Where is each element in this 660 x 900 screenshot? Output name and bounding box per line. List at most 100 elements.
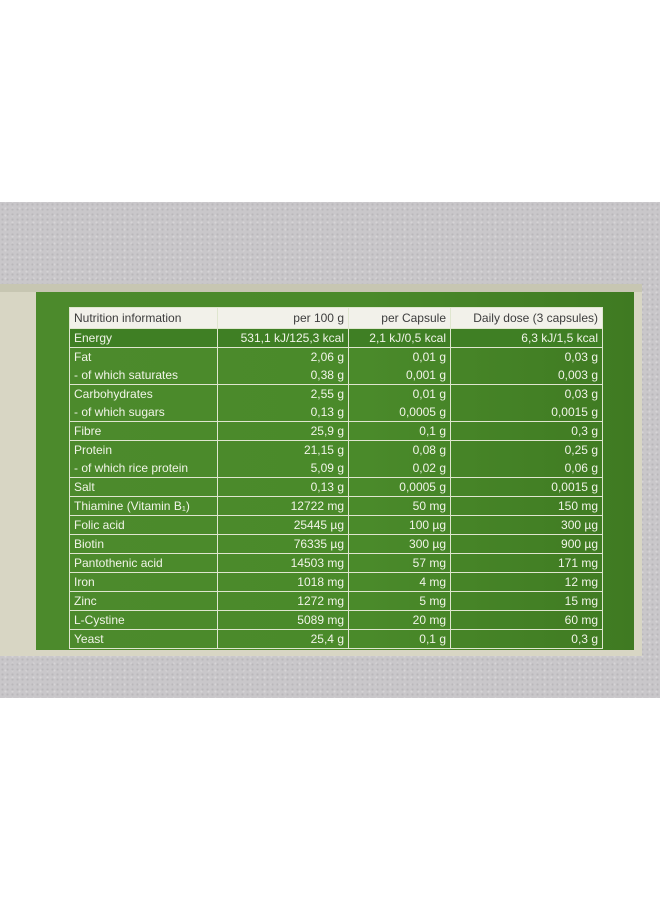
value-daily-dose-line: 0,003 g <box>557 368 598 382</box>
value-daily-dose-line: 0,06 g <box>564 461 598 475</box>
value-per-capsule: 2,1 kJ/0,5 kcal <box>348 328 451 348</box>
value-per-capsule: 50 mg <box>348 496 451 516</box>
value-per-100g: 0,13 g <box>217 477 349 497</box>
value-daily-dose-line: 0,25 g <box>564 443 598 457</box>
nutrition-table: Nutrition information per 100 g per Caps… <box>69 307 603 649</box>
table-row: Thiamine (Vitamin B₁) 12722 mg 50 mg 150 mg <box>69 496 603 516</box>
value-daily-dose-line: 15 mg <box>564 594 598 608</box>
value-daily-dose-line: 900 µg <box>561 537 598 551</box>
value-per-capsule: 57 mg <box>348 553 451 573</box>
value-daily-dose-line: 0,3 g <box>571 424 598 438</box>
value-daily-dose: 12 mg <box>450 572 603 592</box>
row-label: Thiamine (Vitamin B₁) <box>69 496 218 516</box>
value-daily-dose: 150 mg <box>450 496 603 516</box>
row-label: Energy <box>69 328 218 348</box>
value-per-100g: 2,55 g 0,13 g <box>217 384 349 422</box>
value-daily-dose: 900 µg <box>450 534 603 554</box>
row-label: Fat - of which saturates <box>69 347 218 385</box>
value-daily-dose: 0,03 g 0,003 g <box>450 347 603 385</box>
value-per-capsule-line: 57 mg <box>412 556 446 570</box>
table-row: L-Cystine 5089 mg 20 mg 60 mg <box>69 610 603 630</box>
value-per-capsule: 0,01 g 0,001 g <box>348 347 451 385</box>
value-per-100g-line: 5089 mg <box>297 613 344 627</box>
value-per-100g-line: 25,4 g <box>310 632 344 646</box>
row-label-line: - of which sugars <box>74 405 165 419</box>
value-per-100g-line: 14503 mg <box>290 556 344 570</box>
row-label: Pantothenic acid <box>69 553 218 573</box>
header-per-100g: per 100 g <box>217 307 349 329</box>
row-label-line: Fibre <box>74 424 102 438</box>
row-label: Biotin <box>69 534 218 554</box>
row-label-line: Thiamine (Vitamin B₁) <box>74 499 190 513</box>
table-row: Folic acid 25445 µg 100 µg 300 µg <box>69 515 603 535</box>
value-daily-dose-line: 0,03 g <box>564 350 598 364</box>
value-per-100g-line: 12722 mg <box>290 499 344 513</box>
value-per-100g-line: 0,13 g <box>310 405 344 419</box>
row-label-line: - of which saturates <box>74 368 179 382</box>
value-per-100g: 12722 mg <box>217 496 349 516</box>
value-daily-dose-line: 0,03 g <box>564 387 598 401</box>
value-per-capsule: 300 µg <box>348 534 451 554</box>
value-daily-dose-line: 12 mg <box>564 575 598 589</box>
row-label: L-Cystine <box>69 610 218 630</box>
value-daily-dose-line: 6,3 kJ/1,5 kcal <box>521 331 598 345</box>
value-per-capsule: 20 mg <box>348 610 451 630</box>
row-label: Zinc <box>69 591 218 611</box>
table-row: Salt 0,13 g 0,0005 g 0,0015 g <box>69 477 603 497</box>
value-per-capsule-line: 0,0005 g <box>399 405 446 419</box>
value-per-100g-line: 0,13 g <box>310 480 344 494</box>
value-per-capsule-line: 2,1 kJ/0,5 kcal <box>369 331 446 345</box>
value-per-100g-line: 5,09 g <box>310 461 344 475</box>
row-label: Carbohydrates - of which sugars <box>69 384 218 422</box>
value-per-capsule-line: 0,0005 g <box>399 480 446 494</box>
value-daily-dose: 0,25 g 0,06 g <box>450 440 603 478</box>
value-per-capsule-line: 0,1 g <box>419 424 446 438</box>
row-label-line: Salt <box>74 480 95 494</box>
table-row: Biotin 76335 µg 300 µg 900 µg <box>69 534 603 554</box>
value-daily-dose: 60 mg <box>450 610 603 630</box>
value-per-100g: 1272 mg <box>217 591 349 611</box>
value-per-capsule-line: 5 mg <box>419 594 446 608</box>
value-per-capsule: 0,0005 g <box>348 477 451 497</box>
value-per-capsule-line: 4 mg <box>419 575 446 589</box>
row-label: Iron <box>69 572 218 592</box>
table-row: Fibre 25,9 g 0,1 g 0,3 g <box>69 421 603 441</box>
row-label-line: Zinc <box>74 594 97 608</box>
value-per-capsule: 0,08 g 0,02 g <box>348 440 451 478</box>
value-daily-dose: 6,3 kJ/1,5 kcal <box>450 328 603 348</box>
value-per-100g: 25,4 g <box>217 629 349 649</box>
value-daily-dose: 0,3 g <box>450 421 603 441</box>
value-per-capsule-line: 0,01 g <box>412 387 446 401</box>
value-per-100g: 1018 mg <box>217 572 349 592</box>
value-per-100g-line: 21,15 g <box>303 443 344 457</box>
value-per-capsule-line: 20 mg <box>412 613 446 627</box>
value-daily-dose-line: 300 µg <box>561 518 598 532</box>
header-per-capsule: per Capsule <box>348 307 451 329</box>
table-row: Iron 1018 mg 4 mg 12 mg <box>69 572 603 592</box>
value-per-100g: 25445 µg <box>217 515 349 535</box>
row-label: Salt <box>69 477 218 497</box>
value-per-100g: 5089 mg <box>217 610 349 630</box>
row-label: Protein - of which rice protein <box>69 440 218 478</box>
value-daily-dose-line: 60 mg <box>564 613 598 627</box>
row-label-line: Folic acid <box>74 518 125 532</box>
table-row: Energy 531,1 kJ/125,3 kcal 2,1 kJ/0,5 kcal… <box>69 328 603 348</box>
value-daily-dose-line: 0,3 g <box>571 632 598 646</box>
table-row: Zinc 1272 mg 5 mg 15 mg <box>69 591 603 611</box>
value-per-capsule: 5 mg <box>348 591 451 611</box>
table-row: Pantothenic acid 14503 mg 57 mg 171 mg <box>69 553 603 573</box>
value-per-100g: 25,9 g <box>217 421 349 441</box>
value-per-100g: 76335 µg <box>217 534 349 554</box>
row-label: Yeast <box>69 629 218 649</box>
table-header-row: Nutrition information per 100 g per Caps… <box>69 307 603 329</box>
value-daily-dose: 15 mg <box>450 591 603 611</box>
row-label-line: Iron <box>74 575 95 589</box>
value-daily-dose: 171 mg <box>450 553 603 573</box>
value-per-100g-line: 25,9 g <box>310 424 344 438</box>
header-daily-dose: Daily dose (3 capsules) <box>450 307 603 329</box>
row-label-line: Carbohydrates <box>74 387 153 401</box>
value-per-capsule: 0,01 g 0,0005 g <box>348 384 451 422</box>
value-per-100g-line: 531,1 kJ/125,3 kcal <box>240 331 344 345</box>
value-per-100g-line: 1018 mg <box>297 575 344 589</box>
table-row: Fat - of which saturates 2,06 g 0,38 g 0,01 … <box>69 347 603 385</box>
